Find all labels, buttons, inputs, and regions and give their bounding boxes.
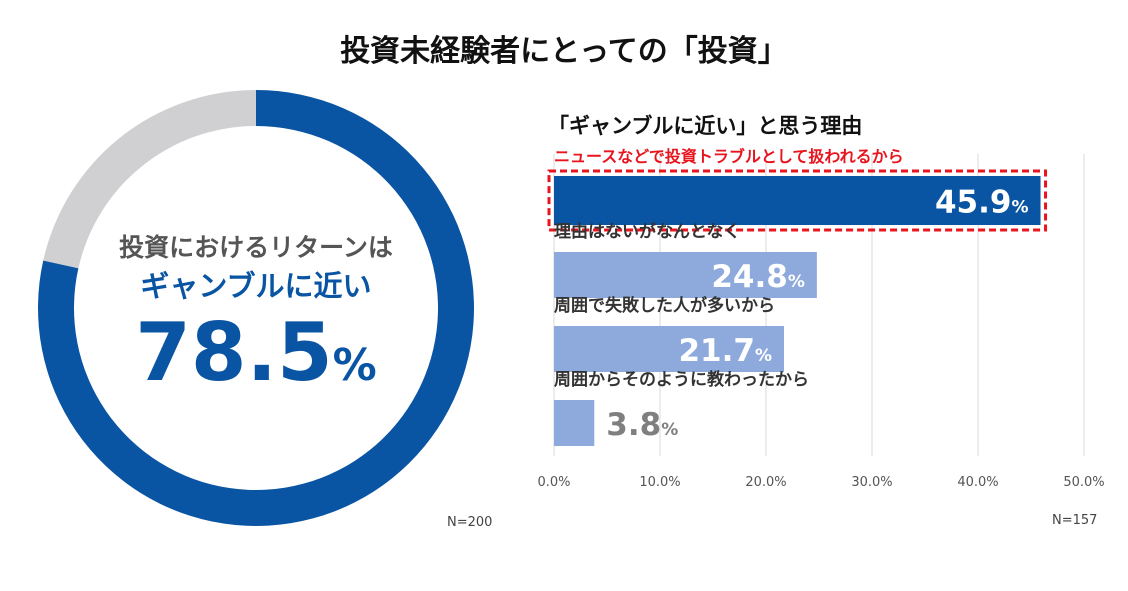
x-tick-label: 50.0%: [1063, 475, 1104, 490]
bar-category-label: 周囲からそのように教わったから: [554, 369, 809, 390]
bar-1: [554, 252, 817, 298]
donut-center-value: 78.5%: [135, 306, 376, 399]
bar-chart-title: 「ギャンブルに近い」と思う理由: [548, 114, 863, 138]
bar-value-number: 21.7: [678, 333, 755, 369]
page-title: 投資未経験者にとっての「投資」: [340, 34, 788, 69]
bar-value-label: 24.8%: [711, 259, 805, 295]
donut-chart: 投資におけるリターンは ギャンブルに近い 78.5%: [37, 90, 475, 526]
bar-category-label: 理由はないがなんとなく: [554, 221, 741, 242]
bar-value-label: 45.9%: [935, 185, 1029, 221]
bar-value-number: 45.9: [935, 185, 1012, 221]
donut-center-value-number: 78.5: [135, 306, 332, 399]
bar-n-label: N=157: [1052, 513, 1098, 528]
bar-chart: ニュースなどで投資トラブルとして扱われるから 45.9% 理由はないがなんとなく 24…: [537, 147, 1104, 490]
x-tick-label: 0.0%: [537, 475, 570, 490]
bar-2: [554, 326, 785, 372]
donut-center-line1: 投資におけるリターンは: [119, 233, 393, 262]
bar-0: [554, 176, 1041, 225]
x-tick-label: 20.0%: [745, 475, 786, 490]
x-tick-label: 40.0%: [957, 475, 998, 490]
bar-value-label: 3.8%: [606, 407, 678, 443]
bar-value-number: 24.8: [711, 259, 788, 295]
bar-category-label: 周囲で失敗した人が多いから: [554, 295, 775, 316]
bar-value-unit: %: [755, 346, 772, 366]
bar-category-label: ニュースなどで投資トラブルとして扱われるから: [554, 147, 904, 166]
bar-3: [554, 400, 595, 446]
donut-slice-1: [43, 90, 256, 269]
donut-n-label: N=200: [447, 515, 493, 530]
donut-center-value-unit: %: [333, 340, 377, 391]
x-tick-label: 10.0%: [639, 475, 680, 490]
bar-value-unit: %: [788, 272, 805, 292]
bar-value-label: 21.7%: [678, 333, 772, 369]
donut-center-line2: ギャンブルに近い: [140, 269, 371, 303]
bar-value-unit: %: [1011, 198, 1028, 218]
x-tick-label: 30.0%: [851, 475, 892, 490]
bar-highlight-frame: [547, 169, 1048, 232]
bar-value-number: 3.8: [606, 407, 661, 443]
bar-value-unit: %: [661, 420, 678, 440]
